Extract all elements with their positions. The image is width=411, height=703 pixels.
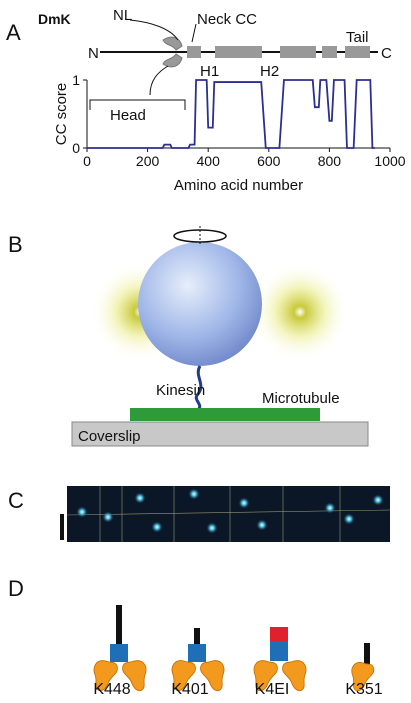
label-n: N [88, 45, 99, 62]
x-tick-label: 800 [318, 153, 342, 169]
neck-box [187, 46, 201, 58]
bead [138, 242, 262, 366]
construct-name: DmK [38, 11, 71, 27]
y-axis-label: CC score [53, 83, 70, 146]
label-c: C [381, 45, 392, 62]
construct-k448 [94, 605, 146, 691]
domain-box [345, 46, 370, 58]
domain-box [215, 46, 262, 58]
glow [250, 262, 350, 362]
label-microtubule: Microtubule [262, 390, 340, 407]
x-tick-label: 200 [136, 153, 160, 169]
label-tail: Tail [346, 29, 369, 46]
panel-label: A [6, 20, 21, 45]
construct-label: K351 [345, 681, 382, 698]
x-tick-label: 600 [257, 153, 281, 169]
label-h2: H2 [260, 63, 279, 80]
scale-bar [60, 514, 64, 540]
panel-label: B [8, 232, 23, 257]
arrow [192, 24, 196, 42]
construct-label: K448 [93, 681, 130, 698]
cc-chart: 0 200 400 600 800 1000 0 1 Amino acid number CC s… [53, 72, 406, 194]
x-axis-label: Amino acid number [174, 177, 303, 194]
label-kinesin: Kinesin [156, 382, 205, 399]
domain-box [322, 46, 337, 58]
panel-label: D [8, 576, 24, 601]
label-coverslip: Coverslip [78, 428, 141, 445]
y-tick-label: 0 [72, 140, 80, 156]
x-tick-label: 1000 [374, 153, 405, 169]
domain-box [280, 46, 316, 58]
x-tick-label: 0 [83, 153, 91, 169]
label-h1: H1 [200, 63, 219, 80]
panel-label: C [8, 488, 24, 513]
y-tick-label: 1 [72, 72, 80, 88]
arrow [150, 66, 168, 95]
construct-label: K4EI [255, 681, 290, 698]
figure: A DmK NL Neck CC Tail N C H1 H2 Head 0 20… [0, 0, 411, 698]
microtubule [130, 408, 320, 421]
construct-label: K401 [171, 681, 208, 698]
label-neck: Neck CC [197, 11, 257, 28]
label-nl: NL [113, 7, 132, 24]
x-tick-label: 400 [197, 153, 221, 169]
label-head: Head [110, 107, 146, 124]
